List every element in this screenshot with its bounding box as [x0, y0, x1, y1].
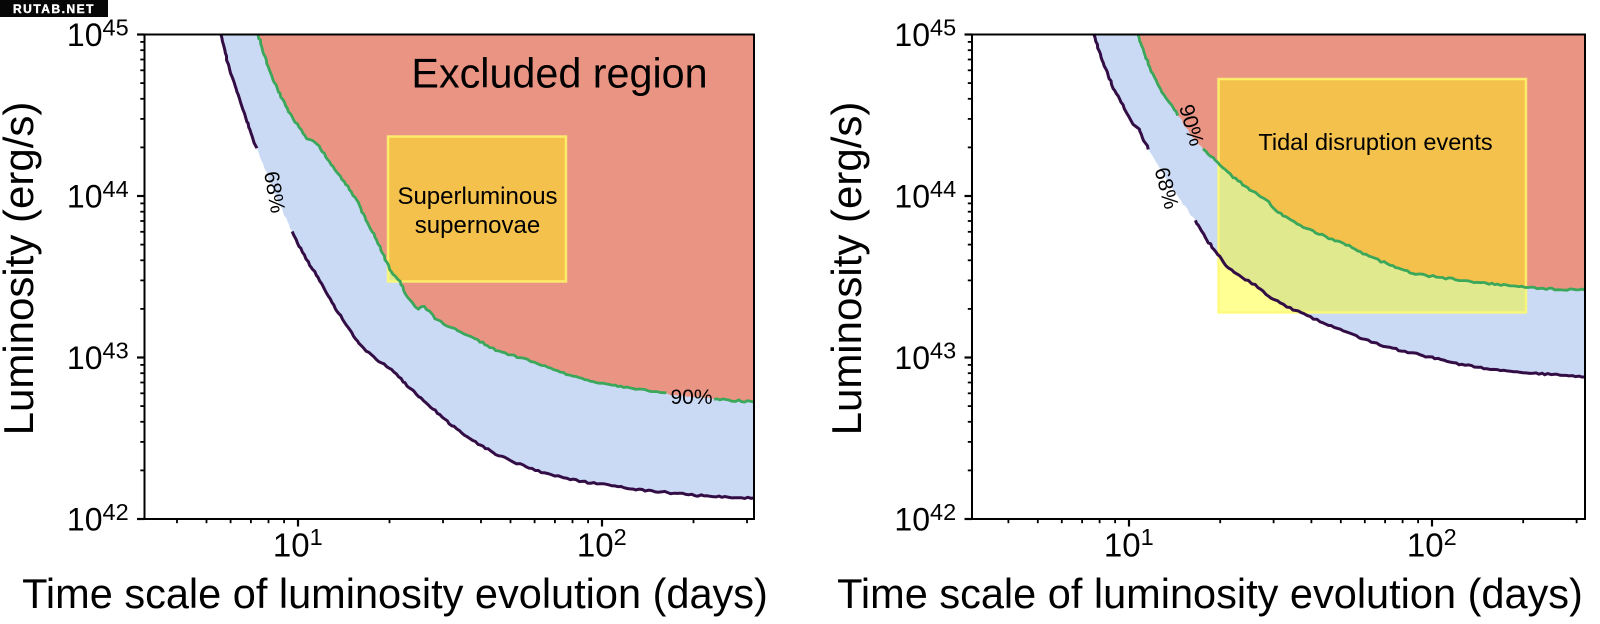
svg-text:Superluminous: Superluminous: [397, 183, 557, 210]
svg-text:1: 1: [310, 524, 323, 550]
svg-text:45: 45: [930, 15, 956, 41]
svg-text:Time scale of luminosity evolu: Time scale of luminosity evolution (days…: [837, 570, 1583, 617]
svg-text:42: 42: [930, 499, 956, 525]
svg-text:44: 44: [103, 176, 129, 202]
svg-text:Excluded region: Excluded region: [411, 51, 707, 97]
svg-text:10: 10: [577, 526, 614, 563]
svg-text:10: 10: [894, 179, 930, 215]
svg-text:90%: 90%: [670, 386, 712, 409]
svg-text:10: 10: [1407, 526, 1444, 563]
svg-text:10: 10: [894, 17, 930, 53]
svg-text:45: 45: [103, 15, 129, 41]
svg-text:42: 42: [103, 499, 129, 525]
svg-text:Luminosity (erg/s): Luminosity (erg/s): [0, 102, 42, 436]
svg-text:1: 1: [1141, 524, 1154, 550]
svg-text:43: 43: [103, 338, 129, 364]
svg-text:Luminosity (erg/s): Luminosity (erg/s): [823, 102, 870, 436]
svg-text:Time scale of luminosity evolu: Time scale of luminosity evolution (days…: [22, 570, 768, 617]
svg-text:supernovae: supernovae: [415, 212, 540, 239]
svg-text:2: 2: [1444, 524, 1457, 550]
svg-text:Tidal disruption events: Tidal disruption events: [1258, 129, 1492, 155]
svg-text:43: 43: [930, 338, 956, 364]
svg-text:10: 10: [67, 340, 103, 376]
svg-text:10: 10: [273, 526, 310, 563]
svg-text:10: 10: [894, 502, 930, 538]
svg-text:2: 2: [614, 524, 627, 550]
svg-text:10: 10: [894, 340, 930, 376]
svg-text:10: 10: [67, 179, 103, 215]
svg-text:10: 10: [67, 17, 103, 53]
svg-text:RUTAB.NET: RUTAB.NET: [13, 2, 95, 16]
svg-text:10: 10: [67, 502, 103, 538]
svg-text:10: 10: [1104, 526, 1141, 563]
svg-text:44: 44: [930, 176, 956, 202]
